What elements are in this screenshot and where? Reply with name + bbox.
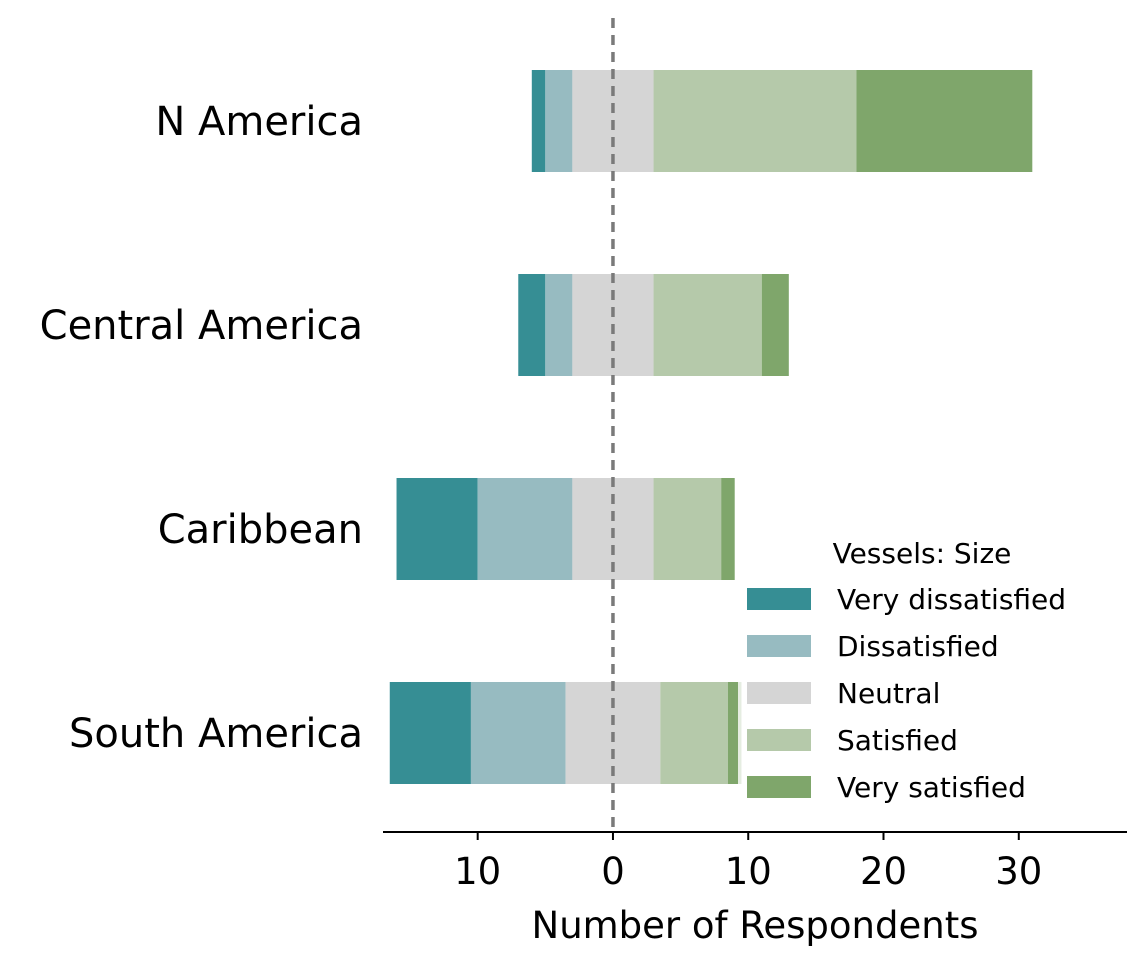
bar-segment — [470, 682, 566, 784]
x-axis-ticks: 10 0 10 20 30 — [454, 832, 1042, 893]
bar-segment — [389, 682, 471, 784]
bar-segment — [660, 682, 728, 784]
legend-label: Dissatisfied — [837, 630, 999, 663]
legend-label: Neutral — [837, 677, 940, 710]
bar-segment — [653, 274, 762, 376]
legend-title: Vessels: Size — [833, 537, 1012, 570]
category-label: South America — [69, 711, 363, 757]
legend-swatch — [747, 729, 811, 751]
bar-segment — [518, 274, 546, 376]
bar-segment — [856, 70, 1033, 172]
legend-swatch — [747, 776, 811, 798]
bar-segment — [545, 274, 573, 376]
x-axis-title: Number of Respondents — [532, 904, 979, 947]
bar-segment — [653, 70, 857, 172]
category-label: Central America — [40, 303, 363, 349]
bar-segment — [721, 478, 735, 580]
x-tick-label: 20 — [860, 850, 907, 893]
legend-items: Very dissatisfied Dissatisfied Neutral Sati… — [747, 583, 1066, 804]
legend-swatch — [747, 635, 811, 657]
x-tick-label: 10 — [454, 850, 501, 893]
legend-swatch — [747, 682, 811, 704]
bar-segment — [545, 70, 573, 172]
legend-label: Very dissatisfied — [837, 583, 1066, 616]
x-tick-label: 0 — [601, 850, 625, 893]
bar-segment — [396, 478, 478, 580]
bars-layer — [389, 70, 1033, 784]
legend-label: Very satisfied — [837, 771, 1026, 804]
x-tick-label: 10 — [725, 850, 772, 893]
category-labels: N America Central America Caribbean South A… — [40, 99, 363, 757]
legend-label: Satisfied — [837, 724, 958, 757]
bar-segment — [761, 274, 789, 376]
legend-background — [738, 530, 1110, 810]
x-tick-label: 30 — [995, 850, 1042, 893]
category-label: Caribbean — [158, 507, 363, 553]
legend: Vessels: Size Very dissatisfied Dissatisf… — [738, 530, 1110, 810]
bar-segment — [477, 478, 573, 580]
category-label: N America — [155, 99, 363, 145]
legend-swatch — [747, 588, 811, 610]
bar-segment — [531, 70, 546, 172]
bar-segment — [653, 478, 722, 580]
